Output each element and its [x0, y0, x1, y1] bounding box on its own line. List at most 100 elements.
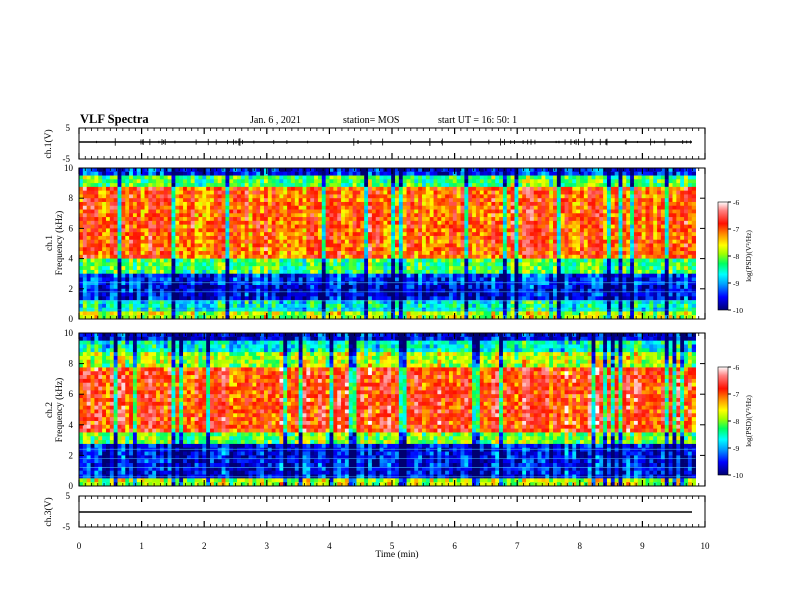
spectrogram-cell — [136, 179, 142, 184]
spectrogram-cell — [140, 258, 145, 263]
spectrogram-cell — [375, 171, 380, 176]
spectrogram-cell — [560, 228, 565, 233]
spectrogram-cell — [102, 247, 107, 252]
spectrogram-cell — [233, 262, 238, 267]
spectrogram-cell — [379, 179, 384, 184]
spectrogram-cell — [98, 277, 103, 282]
spectrogram-cell — [221, 198, 226, 203]
spectrogram-cell — [294, 247, 300, 252]
spectrogram-cell — [225, 209, 230, 214]
spectrogram-cell — [456, 171, 461, 176]
spectrogram-cell — [360, 277, 365, 282]
spectrogram-cell — [225, 168, 230, 173]
spectrogram-cell — [121, 247, 126, 252]
spectrogram-cell — [495, 205, 500, 210]
spectrogram-cell — [371, 201, 377, 207]
spectrogram-cell — [587, 247, 592, 252]
spectrogram-cell — [186, 281, 192, 286]
spectrogram-cell — [237, 168, 242, 173]
spectrogram-cell — [541, 258, 546, 263]
spectrogram-cell — [90, 201, 95, 207]
spectrogram-cell — [360, 235, 365, 241]
spectrogram-cell — [591, 168, 596, 173]
spectrogram-cell — [414, 247, 419, 252]
spectrogram-cell — [398, 228, 404, 233]
spectrogram-cell — [580, 179, 585, 184]
spectrogram-cell — [576, 209, 581, 214]
spectrogram-cell — [121, 186, 126, 192]
spectrogram-cell — [229, 201, 234, 207]
spectrogram-cell — [267, 224, 273, 229]
spectrogram-cell — [210, 190, 215, 195]
spectrogram-cell — [425, 266, 431, 271]
spectrogram-cell — [626, 251, 631, 256]
spectrogram-cell — [672, 273, 677, 278]
spectrogram-cell — [553, 209, 558, 214]
spectrogram-cell — [641, 217, 646, 222]
spectrogram-cell — [425, 273, 431, 278]
spectrogram-cell — [267, 205, 273, 210]
spectrogram-cell — [633, 243, 639, 248]
spectrogram-cell — [603, 205, 608, 210]
spectrogram-cell — [79, 175, 84, 180]
spectrogram-cell — [533, 209, 538, 214]
spectrogram-cell — [514, 235, 519, 241]
spectrogram-cell — [437, 205, 442, 210]
spectrogram-cell — [568, 224, 573, 229]
spectrogram-cell — [329, 235, 334, 241]
spectrogram-cell — [237, 262, 242, 267]
spectrogram-cell — [614, 228, 619, 233]
spectrogram-cell — [321, 273, 327, 278]
spectrogram-cell — [263, 168, 269, 173]
spectrogram-cell — [456, 269, 461, 275]
spectrogram-cell — [252, 190, 257, 195]
spectrogram-cell — [518, 232, 523, 237]
spectrogram-cell — [225, 201, 230, 207]
spectrogram-cell — [672, 179, 677, 184]
spectrogram-cell — [290, 281, 296, 286]
spectrogram-cell — [113, 205, 118, 210]
spectrogram-cell — [549, 251, 554, 256]
spectrogram-cell — [637, 171, 643, 176]
spectrogram-cell — [156, 205, 161, 210]
spectrogram-cell — [526, 168, 531, 173]
spectrogram-cell — [198, 201, 203, 207]
spectrogram-cell — [144, 209, 149, 214]
spectrogram-cell — [441, 273, 446, 278]
spectrogram-cell — [98, 186, 103, 192]
spectrogram-cell — [90, 175, 95, 180]
spectrogram-cell — [140, 186, 145, 192]
spectrogram-cell — [125, 277, 130, 282]
spectrogram-cell — [275, 201, 280, 207]
spectrogram-cell — [229, 198, 234, 203]
spectrogram-cell — [186, 220, 192, 226]
spectrogram-cell — [541, 239, 546, 244]
spectrogram-cell — [522, 251, 527, 256]
spectrogram-cell — [645, 209, 650, 214]
spectrogram-cell — [348, 239, 354, 244]
spectrogram-cell — [240, 262, 246, 267]
spectrogram-cell — [348, 254, 354, 259]
spectrogram-cell — [418, 277, 423, 282]
spectrogram-cell — [499, 213, 504, 218]
spectrogram-cell — [506, 269, 512, 275]
spectrogram-cell — [360, 281, 365, 286]
spectrogram-cell — [637, 258, 643, 263]
spectrogram-cell — [86, 232, 91, 237]
spectrogram-cell — [271, 266, 276, 271]
spectrogram-cell — [526, 258, 531, 263]
spectrogram-cell — [560, 224, 565, 229]
spectrogram-cell — [441, 186, 446, 192]
spectrogram-cell — [283, 217, 288, 222]
spectrogram-cell — [271, 168, 276, 173]
spectrogram-cell — [383, 243, 388, 248]
spectrogram-cell — [183, 224, 188, 229]
spectrogram-cell — [464, 273, 469, 278]
spectrogram-cell — [159, 183, 165, 188]
spectrogram-cell — [687, 205, 693, 210]
spectrogram-cell — [687, 266, 693, 271]
spectrogram-cell — [252, 235, 257, 241]
spectrogram-cell — [163, 281, 169, 286]
spectrogram-cell — [495, 183, 500, 188]
spectrogram-cell — [329, 198, 334, 203]
